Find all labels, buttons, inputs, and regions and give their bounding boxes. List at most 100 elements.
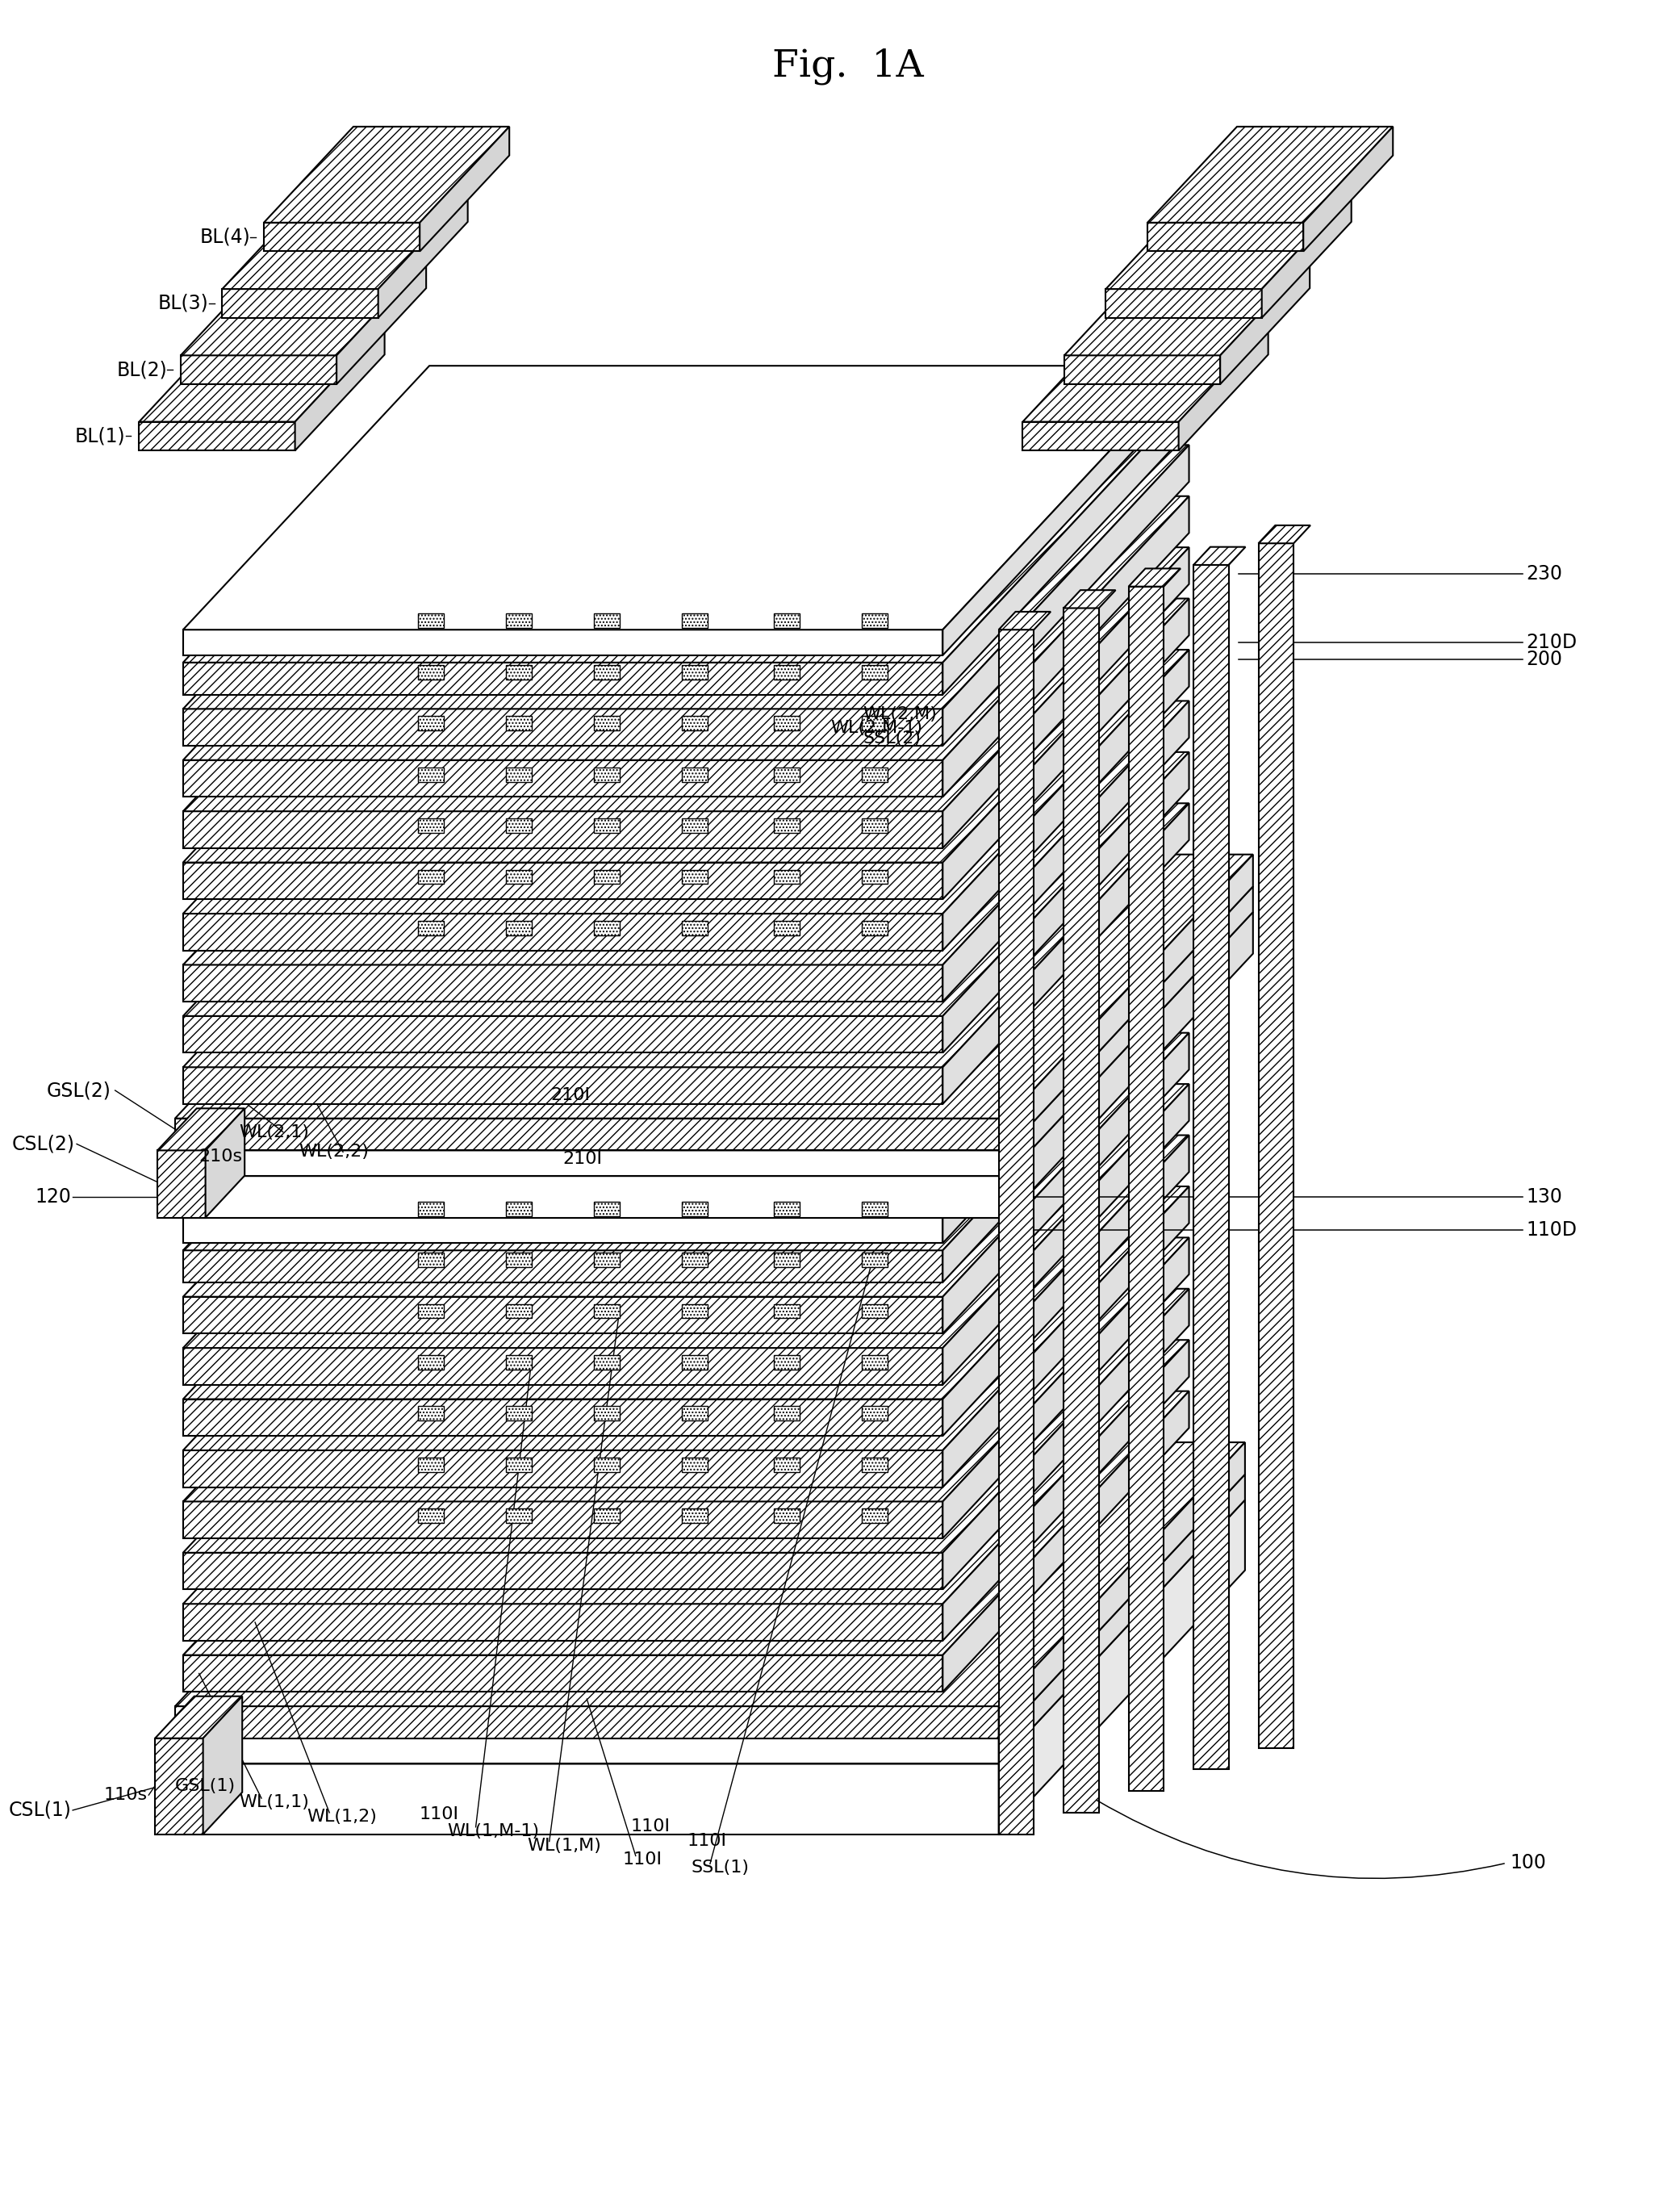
Polygon shape <box>862 869 887 884</box>
Polygon shape <box>418 1201 444 1217</box>
Polygon shape <box>774 1510 800 1523</box>
Polygon shape <box>506 1407 531 1420</box>
Polygon shape <box>336 260 427 385</box>
Polygon shape <box>418 768 444 781</box>
Polygon shape <box>183 987 1189 1249</box>
Polygon shape <box>1179 326 1268 451</box>
Text: 110I: 110I <box>623 1851 662 1869</box>
Polygon shape <box>682 921 707 934</box>
Text: BL(2): BL(2) <box>116 361 166 379</box>
Polygon shape <box>418 1510 444 1523</box>
Polygon shape <box>175 1737 998 1764</box>
Polygon shape <box>682 1254 707 1267</box>
Polygon shape <box>595 1510 620 1523</box>
Polygon shape <box>595 665 620 678</box>
Polygon shape <box>183 1501 942 1538</box>
Polygon shape <box>595 768 620 781</box>
Text: CSL(1): CSL(1) <box>8 1801 71 1820</box>
Polygon shape <box>942 398 1189 694</box>
Polygon shape <box>175 886 1253 1151</box>
Polygon shape <box>418 1304 444 1319</box>
Polygon shape <box>418 1457 444 1473</box>
Text: WL(1,M): WL(1,M) <box>528 1838 601 1853</box>
Polygon shape <box>682 715 707 731</box>
Polygon shape <box>942 803 1189 1105</box>
Polygon shape <box>175 1175 1006 1217</box>
Polygon shape <box>774 768 800 781</box>
Polygon shape <box>682 1510 707 1523</box>
Polygon shape <box>418 613 444 628</box>
Polygon shape <box>183 497 1189 759</box>
Polygon shape <box>183 700 1189 965</box>
Polygon shape <box>774 921 800 934</box>
Polygon shape <box>183 398 1189 663</box>
Text: WL(2,2): WL(2,2) <box>299 1144 370 1160</box>
Polygon shape <box>183 1297 942 1332</box>
Polygon shape <box>1006 912 1253 1217</box>
Polygon shape <box>175 1475 1245 1737</box>
Polygon shape <box>862 1354 887 1370</box>
Polygon shape <box>942 954 1189 1243</box>
Text: 130: 130 <box>1527 1188 1562 1206</box>
Polygon shape <box>183 803 1189 1068</box>
Polygon shape <box>183 444 1189 709</box>
Polygon shape <box>183 1238 1189 1501</box>
Polygon shape <box>942 1289 1189 1588</box>
Polygon shape <box>183 812 942 849</box>
Polygon shape <box>506 1510 531 1523</box>
Polygon shape <box>1262 193 1351 317</box>
Polygon shape <box>175 1118 1006 1151</box>
Polygon shape <box>942 1136 1189 1435</box>
Polygon shape <box>774 1201 800 1217</box>
Polygon shape <box>942 1339 1189 1641</box>
Polygon shape <box>506 818 531 834</box>
Polygon shape <box>1023 326 1268 422</box>
Polygon shape <box>942 1186 1189 1488</box>
Polygon shape <box>1063 260 1310 354</box>
Polygon shape <box>203 1696 242 1834</box>
Text: CSL(2): CSL(2) <box>12 1133 76 1153</box>
Polygon shape <box>774 1354 800 1370</box>
Polygon shape <box>506 715 531 731</box>
Polygon shape <box>1063 354 1220 385</box>
Polygon shape <box>183 965 942 1002</box>
Polygon shape <box>682 1457 707 1473</box>
Polygon shape <box>183 1015 942 1052</box>
Polygon shape <box>175 1501 1245 1764</box>
Polygon shape <box>1023 422 1179 451</box>
Text: WL(1,2): WL(1,2) <box>307 1809 376 1825</box>
Polygon shape <box>942 1083 1189 1385</box>
Polygon shape <box>942 497 1189 796</box>
Polygon shape <box>595 869 620 884</box>
Polygon shape <box>774 818 800 834</box>
Polygon shape <box>183 1654 942 1691</box>
Polygon shape <box>862 613 887 628</box>
Polygon shape <box>942 700 1189 1002</box>
Polygon shape <box>595 1254 620 1267</box>
Polygon shape <box>175 856 1253 1118</box>
Polygon shape <box>155 1696 242 1737</box>
Polygon shape <box>862 1201 887 1217</box>
Text: 230: 230 <box>1527 565 1562 584</box>
Polygon shape <box>998 1501 1245 1834</box>
Text: 110s: 110s <box>104 1788 148 1803</box>
Text: BL(3): BL(3) <box>158 293 208 313</box>
Polygon shape <box>1105 193 1351 289</box>
Polygon shape <box>418 715 444 731</box>
Polygon shape <box>183 709 942 746</box>
Polygon shape <box>418 921 444 934</box>
Text: 200: 200 <box>1527 650 1562 670</box>
Polygon shape <box>774 1254 800 1267</box>
Polygon shape <box>862 715 887 731</box>
Polygon shape <box>183 630 942 656</box>
Polygon shape <box>595 921 620 934</box>
Polygon shape <box>682 1407 707 1420</box>
Polygon shape <box>506 869 531 884</box>
Polygon shape <box>595 1407 620 1420</box>
Text: 210I: 210I <box>563 1151 603 1166</box>
Text: SSL(2): SSL(2) <box>864 731 921 746</box>
Text: WL(2,M-1): WL(2,M-1) <box>832 720 922 735</box>
Polygon shape <box>506 1304 531 1319</box>
Polygon shape <box>1304 127 1393 252</box>
Polygon shape <box>682 768 707 781</box>
